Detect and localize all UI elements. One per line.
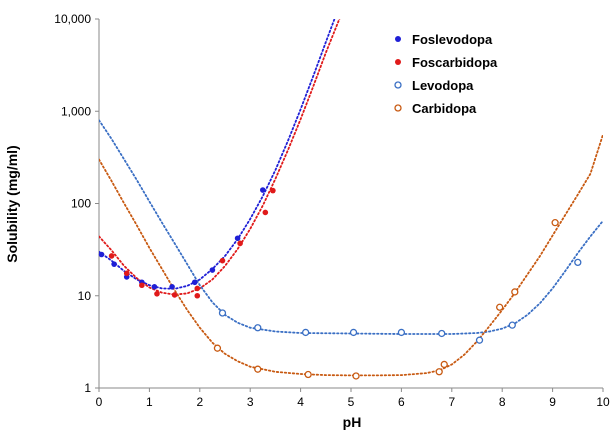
fit-line	[99, 19, 336, 290]
y-tick-label: 100	[71, 197, 91, 211]
data-point	[301, 328, 310, 337]
data-point	[440, 360, 448, 369]
legend-marker	[394, 104, 402, 112]
y-axis-label: Solubility (mg/ml)	[4, 145, 20, 262]
data-point	[397, 328, 406, 337]
data-point	[209, 267, 216, 273]
fit-line	[99, 133, 603, 377]
data-point	[349, 328, 358, 337]
legend-label: Carbidopa	[412, 101, 477, 116]
data-points	[98, 187, 582, 380]
data-point	[111, 261, 117, 267]
data-point	[254, 365, 262, 373]
fit-lines	[99, 19, 603, 377]
legend-marker	[395, 36, 401, 42]
data-point	[508, 321, 516, 329]
x-tick-label: 2	[196, 395, 203, 409]
x-tick-label: 0	[96, 395, 103, 409]
x-axis-label: pH	[343, 414, 362, 430]
axes	[95, 18, 604, 392]
data-point	[123, 270, 130, 277]
data-point	[262, 209, 269, 216]
x-tick-label: 8	[499, 395, 506, 409]
data-point	[218, 309, 227, 317]
data-point	[234, 235, 241, 242]
data-point	[304, 370, 312, 379]
y-tick-label: 1,000	[61, 104, 91, 118]
data-point	[551, 219, 559, 227]
data-point	[194, 292, 201, 299]
data-point	[98, 251, 105, 258]
x-tick-label: 7	[448, 395, 455, 409]
data-point	[237, 240, 243, 247]
legend-marker	[395, 59, 401, 65]
data-point	[108, 253, 115, 259]
x-tick-label: 3	[247, 395, 254, 409]
data-point	[260, 187, 266, 193]
x-tick-label: 1	[146, 395, 153, 409]
data-point	[171, 292, 178, 298]
data-point	[194, 285, 201, 292]
fit-line	[99, 119, 603, 335]
y-tick-label: 1	[84, 381, 91, 395]
data-point	[438, 329, 446, 338]
x-tick-label: 4	[297, 395, 304, 409]
data-point	[151, 284, 158, 290]
data-point	[270, 187, 276, 194]
data-point	[475, 336, 484, 344]
data-point	[213, 344, 222, 352]
data-point	[511, 288, 519, 296]
legend-label: Levodopa	[412, 78, 474, 93]
x-tick-label: 9	[549, 395, 556, 409]
data-point	[139, 282, 145, 289]
data-point	[496, 303, 504, 311]
data-point	[169, 284, 175, 290]
y-tick-label: 10,000	[54, 12, 91, 26]
fit-line	[99, 19, 341, 296]
y-tick-label: 10	[78, 289, 92, 303]
data-point	[154, 290, 160, 297]
data-point	[435, 368, 443, 376]
data-point	[254, 324, 262, 332]
x-tick-label: 5	[348, 395, 355, 409]
legend-label: Foscarbidopa	[412, 55, 498, 70]
data-point	[219, 257, 226, 264]
legend: Foslevodopa Foscarbidopa Levodopa Carbidopa	[394, 32, 498, 116]
data-point	[352, 372, 360, 380]
data-point	[191, 279, 198, 286]
x-tick-label: 10	[596, 395, 610, 409]
data-point	[574, 258, 582, 267]
legend-marker	[394, 81, 402, 89]
legend-label: Foslevodopa	[412, 32, 493, 47]
x-tick-label: 6	[398, 395, 405, 409]
